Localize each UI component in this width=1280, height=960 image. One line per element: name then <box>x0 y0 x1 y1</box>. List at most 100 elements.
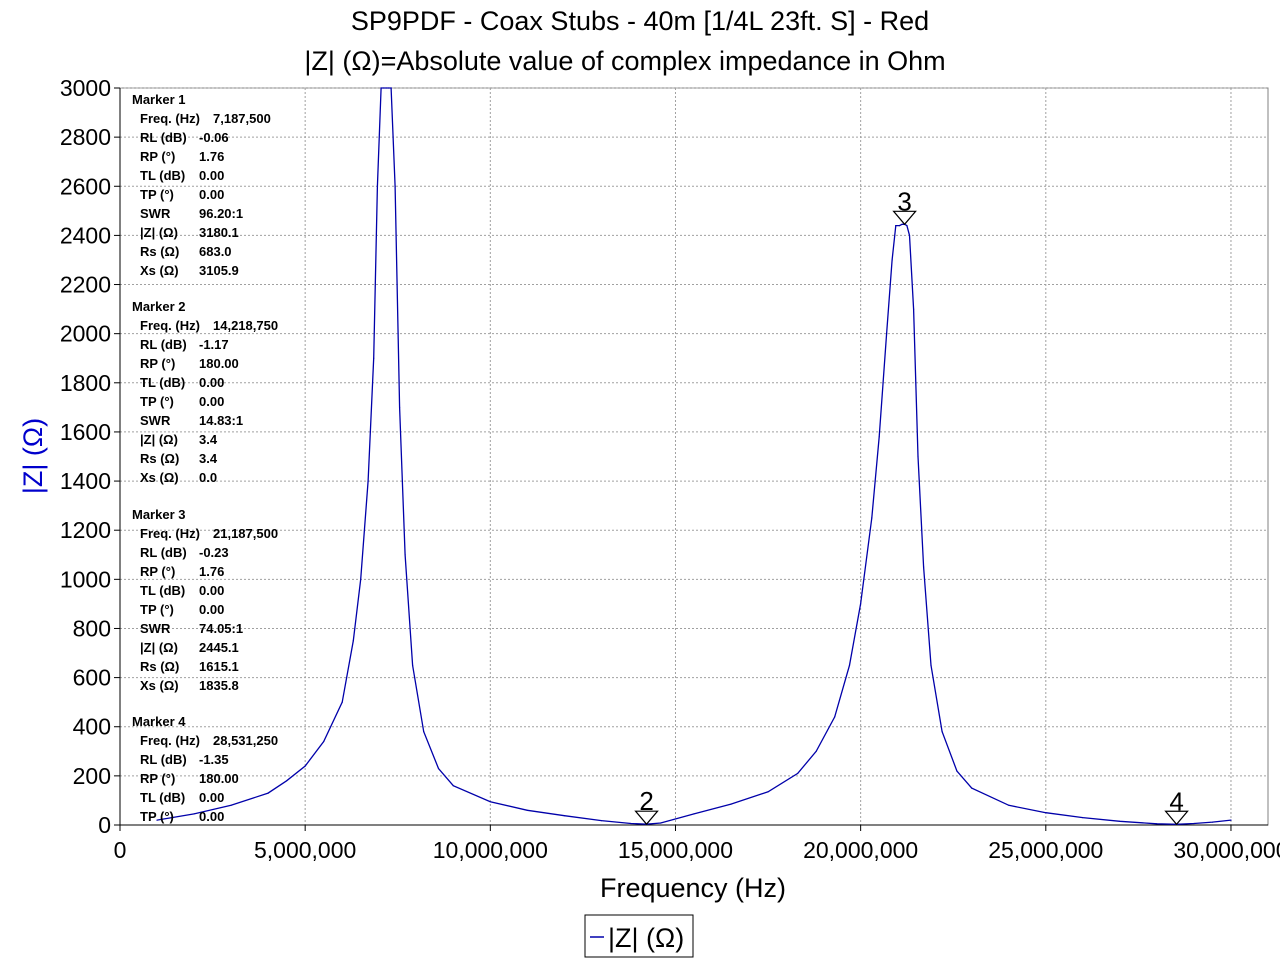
marker-2[interactable]: 2 <box>634 786 659 826</box>
readout-value: 683.0 <box>199 244 232 259</box>
marker-readout-2: Marker 2 Freq. (Hz) 14,218,750 RL (dB) -1.17… <box>132 299 278 485</box>
x-tick-label: 5,000,000 <box>254 837 356 863</box>
readout-value: 0.00 <box>199 790 224 805</box>
readout-label: Freq. (Hz) <box>140 733 200 748</box>
data-point <box>230 804 232 806</box>
readout-label: Freq. (Hz) <box>140 111 200 126</box>
data-point <box>489 801 491 803</box>
readout-label: RP (°) <box>140 564 175 579</box>
y-tick-label: 400 <box>73 714 111 740</box>
data-point <box>860 603 862 605</box>
legend-label: |Z| (Ω) <box>608 923 684 953</box>
marker-triangle-icon <box>634 810 659 826</box>
y-tick-label: 2400 <box>60 222 111 248</box>
x-tick-label: 20,000,000 <box>803 837 918 863</box>
data-point <box>373 357 375 359</box>
data-point <box>815 750 817 752</box>
marker-readouts: Marker 1 Freq. (Hz) 7,187,500 RL (dB) -0.06 R… <box>132 92 278 824</box>
readout-label: Xs (Ω) <box>140 470 179 485</box>
data-point <box>323 740 325 743</box>
marker-readout-4: Marker 4 Freq. (Hz) 28,531,250 RL (dB) -1.35… <box>132 714 278 824</box>
data-point <box>913 308 915 310</box>
readout-value: 1615.1 <box>199 659 239 674</box>
readout-label: Freq. (Hz) <box>140 526 200 541</box>
data-point <box>834 716 836 718</box>
readout-label: Rs (Ω) <box>140 451 179 466</box>
readout-value: 0.0 <box>199 470 217 485</box>
y-tick-label: 1600 <box>60 419 111 445</box>
x-tick-label: 0 <box>114 837 127 863</box>
y-tick-label: 1000 <box>60 566 111 592</box>
data-point <box>412 664 414 666</box>
readout-label: SWR <box>140 413 171 428</box>
data-point <box>193 813 195 815</box>
data-point <box>563 815 566 817</box>
data-point <box>891 259 893 261</box>
data-point <box>630 822 632 825</box>
legend: |Z| (Ω) <box>584 914 694 958</box>
data-point <box>380 87 382 89</box>
marker-readout-1: Marker 1 Freq. (Hz) 7,187,500 RL (dB) -0.06 R… <box>132 92 271 278</box>
readout-label: Freq. (Hz) <box>140 318 200 333</box>
data-point <box>941 731 943 733</box>
data-point <box>390 87 392 89</box>
x-tick-label: 30,000,000 <box>1173 837 1280 863</box>
data-point <box>923 566 925 568</box>
data-point <box>797 772 799 775</box>
marker-4[interactable]: 4 <box>1164 786 1189 826</box>
readout-label: RL (dB) <box>140 337 187 352</box>
readout-value: 3180.1 <box>199 225 239 240</box>
data-point <box>693 813 695 815</box>
readout-label: RL (dB) <box>140 752 187 767</box>
data-point <box>767 791 769 793</box>
data-point <box>1156 823 1158 825</box>
marker-triangle-icon <box>1164 810 1189 826</box>
readout-value: 0.00 <box>199 602 224 617</box>
marker-readout-title: Marker 1 <box>132 92 185 107</box>
readout-label: TL (dB) <box>140 168 185 183</box>
readout-value: 0.00 <box>199 394 224 409</box>
data-point <box>352 640 354 642</box>
readout-value: -1.17 <box>199 337 229 352</box>
readout-label: TL (dB) <box>140 790 185 805</box>
readout-label: TP (°) <box>140 602 174 617</box>
y-tick-label: 2000 <box>60 321 111 347</box>
readout-label: Rs (Ω) <box>140 659 179 674</box>
data-point <box>1119 820 1121 822</box>
readout-label: RP (°) <box>140 771 175 786</box>
data-point <box>360 578 362 580</box>
marker-readout-title: Marker 2 <box>132 299 185 314</box>
readout-label: TL (dB) <box>140 375 185 390</box>
data-point <box>376 185 378 187</box>
data-point <box>341 701 343 703</box>
readout-value: 0.00 <box>199 187 224 202</box>
readout-value: 96.20:1 <box>199 206 243 221</box>
y-axis-label: |Z| (Ω) <box>18 418 48 494</box>
data-point <box>394 185 396 187</box>
x-axis-label: Frequency (Hz) <box>600 873 786 903</box>
data-point <box>956 770 958 772</box>
readout-value: 3.4 <box>199 451 218 466</box>
readout-value: 180.00 <box>199 356 239 371</box>
readout-value: 7,187,500 <box>213 111 271 126</box>
readout-label: TP (°) <box>140 809 174 824</box>
data-point <box>908 234 911 236</box>
marker-3[interactable]: 3 <box>892 186 917 226</box>
readout-value: 28,531,250 <box>213 733 278 748</box>
readout-label: TP (°) <box>140 187 174 202</box>
data-point <box>1082 817 1084 819</box>
markers-group: 2 3 4 <box>634 186 1189 826</box>
readout-label: Xs (Ω) <box>140 678 179 693</box>
data-point <box>730 803 732 805</box>
data-point <box>383 87 385 89</box>
series-group <box>156 87 1232 825</box>
x-tick-label: 15,000,000 <box>618 837 733 863</box>
data-point <box>267 792 269 794</box>
readout-label: RL (dB) <box>140 130 187 145</box>
readout-label: |Z| (Ω) <box>140 225 178 240</box>
readout-value: 180.00 <box>199 771 239 786</box>
readout-label: RP (°) <box>140 149 175 164</box>
readout-label: RL (dB) <box>140 545 187 560</box>
data-point <box>886 333 888 335</box>
series-line-0 <box>156 87 1232 825</box>
